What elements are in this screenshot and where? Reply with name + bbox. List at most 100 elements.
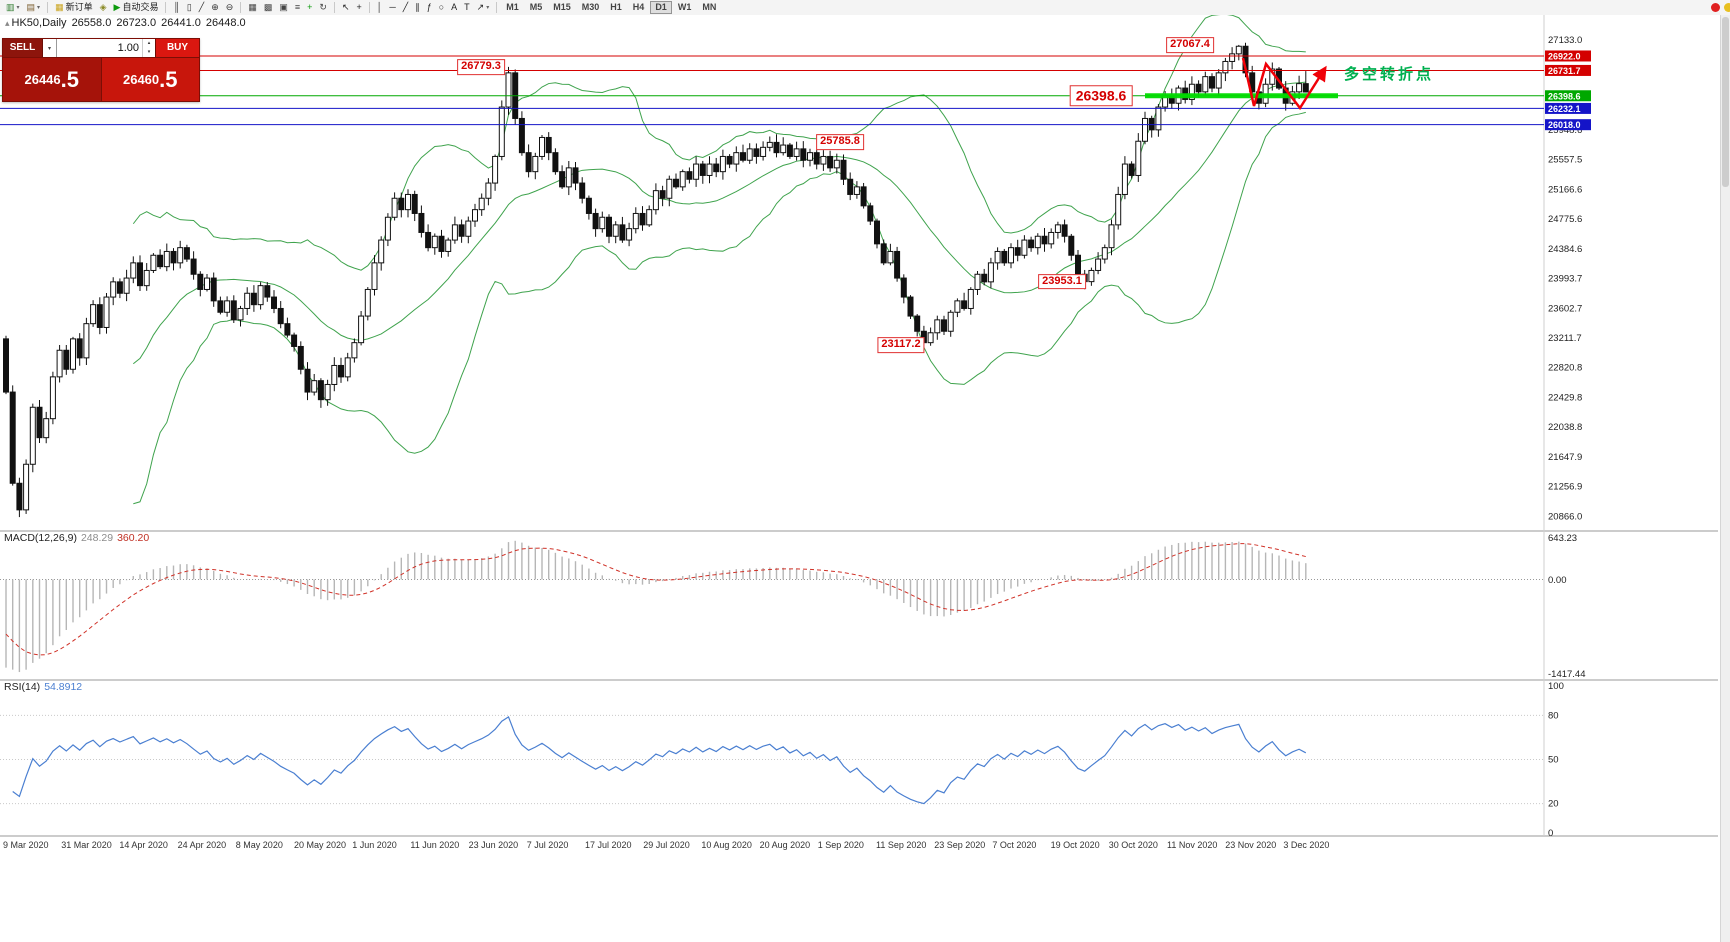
price-axis-label: 22429.8 <box>1548 392 1582 403</box>
date-axis-label: 8 May 2020 <box>236 840 283 850</box>
price-axis-label: 27133.0 <box>1548 35 1582 46</box>
macd-name: MACD(12,26,9) <box>4 532 77 544</box>
toolbar-separator <box>368 2 370 13</box>
add-indicator-icon[interactable]: + <box>304 1 315 14</box>
rsi-axis-label: 20 <box>1548 799 1559 810</box>
volume-spinner[interactable]: ▴ ▾ <box>142 39 155 57</box>
scrollbar-thumb[interactable] <box>1722 17 1729 187</box>
rsi-indicator-label: RSI(14) 54.8912 <box>4 681 82 693</box>
spinner-down-icon[interactable]: ▾ <box>147 49 151 55</box>
annotation-turning-point-text: 多空转折点 <box>1344 66 1435 83</box>
shapes-icon[interactable]: ○ <box>436 1 447 14</box>
rsi-value: 54.8912 <box>44 681 83 693</box>
chart-canvas[interactable]: 27133.0 25948.6 25557.5 25166.6 24775.6 24384… <box>0 15 1730 942</box>
toolbar-separator <box>165 2 167 13</box>
trend-arrow-annotation <box>1241 57 1327 111</box>
date-axis-label: 1 Sep 2020 <box>818 840 864 850</box>
fibonacci-icon[interactable]: ƒ <box>424 1 435 14</box>
metaeditor-icon[interactable]: ◈ <box>97 1 110 14</box>
date-axis-label: 23 Sep 2020 <box>934 840 985 850</box>
axis-price-tag <box>1545 50 1591 62</box>
volume-dropdown-button[interactable]: ▾ <box>43 39 57 57</box>
timeframe-m5-button[interactable]: M5 <box>525 1 548 14</box>
date-axis-label: 11 Nov 2020 <box>1167 840 1217 850</box>
candlestick-series <box>3 42 1309 518</box>
macd-axis-label: 0.00 <box>1548 575 1567 586</box>
svg-text:26922.0: 26922.0 <box>1548 51 1581 61</box>
cursor-icon[interactable]: ↖ <box>339 1 353 14</box>
vertical-line-icon[interactable]: │ <box>374 1 386 14</box>
price-axis-label: 22820.8 <box>1548 363 1582 374</box>
sell-price-main: 26446 <box>24 72 61 87</box>
price-axis-label: 23211.7 <box>1548 333 1582 344</box>
chart-profiles-icon[interactable]: ▤ ▾ <box>24 1 44 14</box>
timeframe-m30-button[interactable]: M30 <box>577 1 605 14</box>
price-axis-label: 23993.7 <box>1548 274 1582 285</box>
zoom-out-icon[interactable]: ⊖ <box>223 1 237 14</box>
buy-price-pips: .5 <box>159 66 178 92</box>
sell-price-pips: .5 <box>60 66 79 92</box>
buy-button[interactable]: BUY <box>155 39 199 57</box>
date-axis-label: 23 Jun 2020 <box>469 840 519 850</box>
indicator-list-icon[interactable]: ≡ <box>292 1 303 14</box>
volume-input[interactable] <box>57 39 142 57</box>
one-click-trading-panel: SELL ▾ ▴ ▾ BUY 26446 .5 26460 .5 <box>2 38 200 102</box>
macd-signal-value: 360.20 <box>117 532 150 544</box>
line-chart-icon[interactable]: ╱ <box>196 1 207 14</box>
new-order-button[interactable]: ▦ 新订单 <box>52 1 96 14</box>
date-axis-label: 24 Apr 2020 <box>178 840 227 850</box>
date-axis-label: 31 Mar 2020 <box>61 840 112 850</box>
refresh-icon[interactable]: ↻ <box>316 1 330 14</box>
tile-windows-icon[interactable]: ▦ <box>245 1 260 14</box>
chart-workspace: 27133.0 25948.6 25557.5 25166.6 24775.6 24384… <box>0 15 1730 942</box>
zoom-in-icon[interactable]: ⊕ <box>208 1 222 14</box>
alert-red-dot <box>1711 3 1720 12</box>
axis-price-tag <box>1545 119 1591 131</box>
timeframe-m15-button[interactable]: M15 <box>548 1 576 14</box>
timeframe-d1-button[interactable]: D1 <box>650 1 672 14</box>
new-chart-icon[interactable]: ▥ ▾ <box>3 1 23 14</box>
timeframe-w1-button[interactable]: W1 <box>673 1 697 14</box>
symbol-timeframe-label: HK50,Daily <box>11 17 67 29</box>
candles-chart-icon[interactable]: ▯ <box>184 1 195 14</box>
price-axis-label: 22038.8 <box>1548 422 1582 433</box>
trendline-icon[interactable]: ╱ <box>400 1 411 14</box>
timeframe-m1-button[interactable]: M1 <box>501 1 524 14</box>
label-icon[interactable]: T <box>461 1 473 14</box>
crosshair-icon[interactable]: + <box>353 1 364 14</box>
channel-icon[interactable]: ∥ <box>412 1 423 14</box>
date-axis-label: 10 Aug 2020 <box>701 840 752 850</box>
sell-button[interactable]: SELL <box>3 39 43 57</box>
toolbar-separator <box>240 2 242 13</box>
buy-price-display[interactable]: 26460 .5 <box>101 58 199 101</box>
price-axis-label: 21256.9 <box>1548 482 1582 493</box>
spinner-up-icon[interactable]: ▴ <box>147 40 151 46</box>
date-axis-label: 11 Jun 2020 <box>410 840 459 850</box>
rsi-axis-label: 50 <box>1548 755 1559 766</box>
svg-text:26232.1: 26232.1 <box>1548 104 1581 114</box>
date-axis-label: 30 Oct 2020 <box>1109 840 1158 850</box>
timeframe-mn-button[interactable]: MN <box>697 1 721 14</box>
macd-signal-line <box>5 543 1306 656</box>
autotrading-button[interactable]: ▶ 自动交易 <box>111 1 162 14</box>
high-value: 26723.0 <box>116 17 157 29</box>
text-icon[interactable]: A <box>448 1 460 14</box>
date-axis-label: 3 Dec 2020 <box>1283 840 1329 850</box>
timeframe-h1-button[interactable]: H1 <box>605 1 627 14</box>
vertical-scrollbar[interactable] <box>1720 15 1730 942</box>
buy-price-main: 26460 <box>122 72 160 87</box>
svg-text:26018.0: 26018.0 <box>1548 120 1581 130</box>
timeframe-h4-button[interactable]: H4 <box>628 1 650 14</box>
horizontal-line-icon[interactable]: ─ <box>386 1 398 14</box>
bars-chart-icon[interactable]: ║ <box>170 1 182 14</box>
cascade-windows-icon[interactable]: ▩ <box>261 1 276 14</box>
sell-price-display[interactable]: 26446 .5 <box>3 58 102 101</box>
macd-histogram <box>5 540 1307 673</box>
date-axis-label: 20 May 2020 <box>294 840 346 850</box>
chart-ohlc-header: ▴ HK50,Daily 26558.0 26723.0 26441.0 26448.0 <box>5 17 251 29</box>
date-axis-label: 29 Jul 2020 <box>643 840 690 850</box>
arrange-icon[interactable]: ▣ <box>276 1 291 14</box>
rsi-axis-label: 100 <box>1548 681 1564 692</box>
arrow-tool-icon[interactable]: ↗ ▾ <box>474 1 493 14</box>
